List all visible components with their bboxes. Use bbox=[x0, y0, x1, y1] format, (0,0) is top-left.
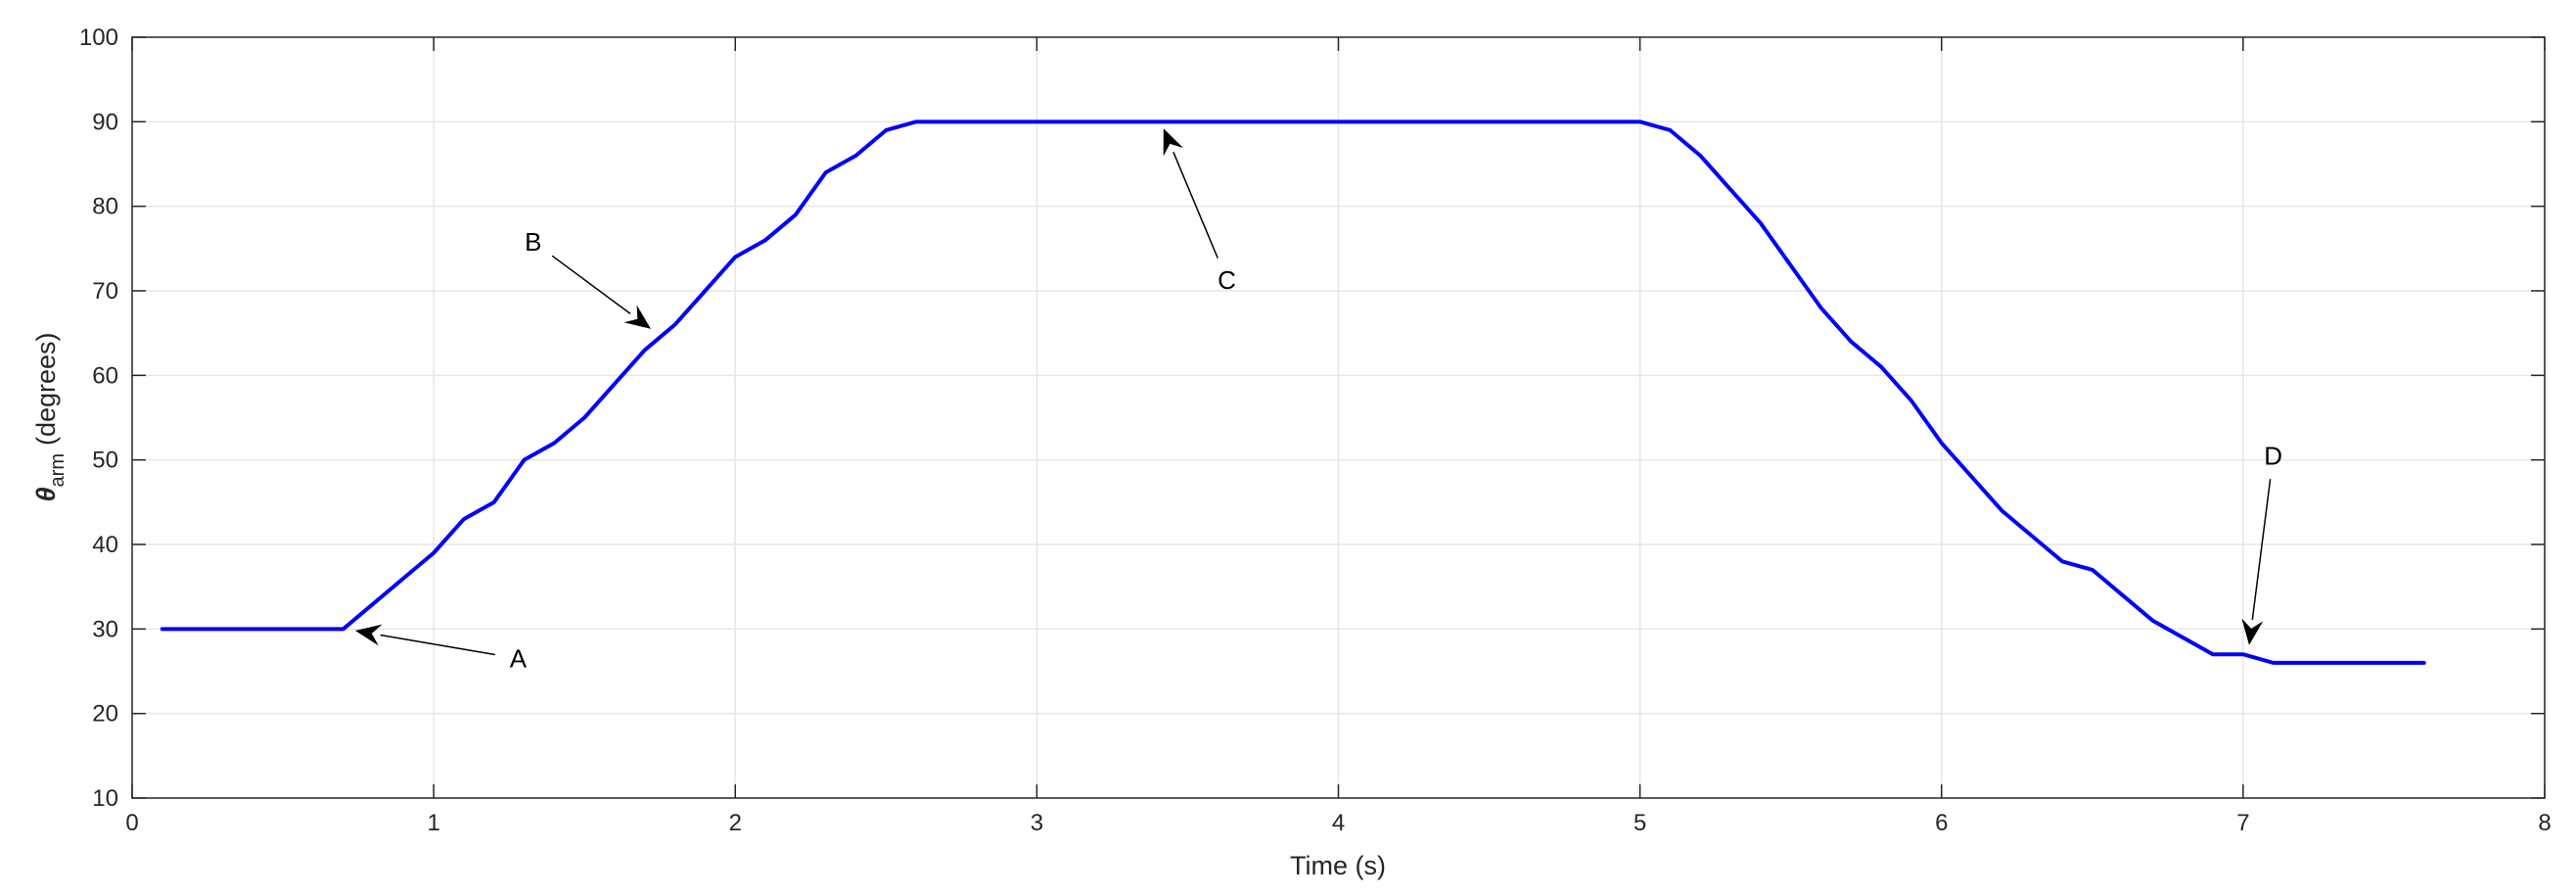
y-tick-label: 90 bbox=[92, 109, 118, 135]
x-tick-labels: 0 1 2 3 4 5 6 7 8 bbox=[125, 810, 2551, 836]
annotation-label: D bbox=[2264, 441, 2282, 470]
y-tick-label: 60 bbox=[92, 362, 118, 389]
y-tick-labels: 10 20 30 40 50 60 70 80 90 100 bbox=[79, 24, 118, 812]
annotation-c: C bbox=[1163, 128, 1236, 295]
annotation-arrow-shaft bbox=[551, 255, 631, 314]
annotation-arrow-head bbox=[2241, 618, 2264, 645]
x-tick-label: 1 bbox=[427, 810, 439, 836]
y-tick-label: 50 bbox=[92, 448, 118, 474]
annotation-label: B bbox=[525, 227, 541, 257]
y-tick-label: 20 bbox=[92, 701, 118, 728]
x-tick-label: 3 bbox=[1031, 810, 1043, 836]
x-tick-label: 6 bbox=[1935, 810, 1948, 836]
annotation-b: B bbox=[525, 227, 651, 329]
tick-marks bbox=[131, 36, 2546, 799]
annotation-label: A bbox=[510, 644, 528, 674]
annotation-arrow-head bbox=[1163, 128, 1183, 157]
y-tick-label: 100 bbox=[79, 24, 118, 51]
y-axis-subscript: arm bbox=[47, 453, 69, 487]
y-tick-label: 10 bbox=[92, 785, 118, 812]
annotation-d: D bbox=[2241, 441, 2282, 645]
x-tick-label: 5 bbox=[1633, 810, 1646, 836]
annotations: A B C D bbox=[355, 128, 2282, 674]
y-tick-label: 30 bbox=[92, 616, 118, 642]
annotation-arrow-shaft bbox=[2251, 479, 2272, 621]
series-layer bbox=[160, 119, 2426, 665]
x-tick-label: 4 bbox=[1332, 810, 1345, 836]
annotation-a: A bbox=[355, 624, 528, 674]
y-tick-label: 70 bbox=[92, 278, 118, 305]
annotation-arrow-head bbox=[623, 305, 651, 329]
series-line-1 bbox=[160, 119, 2426, 665]
x-tick-label: 8 bbox=[2538, 810, 2551, 836]
annotation-arrow-shaft bbox=[1173, 151, 1219, 259]
y-axis-symbol: θ bbox=[31, 487, 61, 501]
y-axis-title: θarm (degrees) bbox=[31, 332, 69, 501]
x-tick-label: 7 bbox=[2236, 810, 2249, 836]
x-tick-label: 2 bbox=[729, 810, 742, 836]
y-axis-unit: (degrees) bbox=[31, 332, 61, 446]
annotation-label: C bbox=[1218, 265, 1236, 295]
annotation-arrow-shaft bbox=[380, 634, 495, 656]
x-tick-label: 0 bbox=[125, 810, 138, 836]
y-tick-label: 80 bbox=[92, 194, 118, 220]
y-tick-label: 40 bbox=[92, 532, 118, 558]
x-axis-title: Time (s) bbox=[1290, 851, 1386, 880]
annotation-arrow-head bbox=[355, 624, 383, 646]
